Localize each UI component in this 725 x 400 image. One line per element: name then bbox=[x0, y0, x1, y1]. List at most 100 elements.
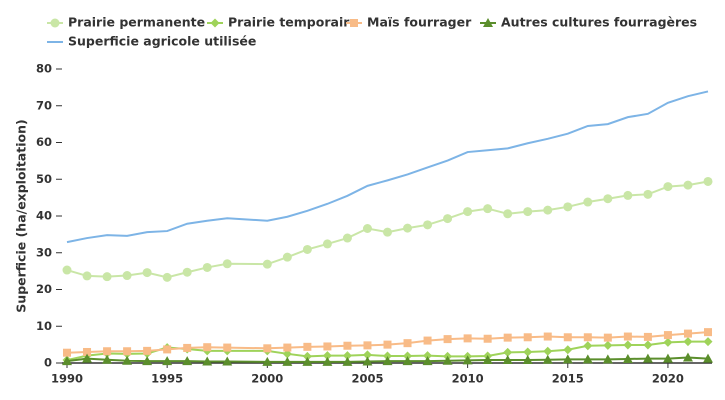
data-point bbox=[82, 271, 92, 281]
data-point bbox=[543, 205, 553, 215]
y-axis-label: Superficie (ha/exploitation) bbox=[14, 119, 29, 312]
data-point bbox=[403, 223, 413, 233]
legend-label: Autres cultures fourragères bbox=[501, 15, 697, 30]
x-tick-label: 2015 bbox=[552, 372, 584, 386]
data-point bbox=[443, 214, 453, 224]
data-point bbox=[322, 351, 332, 361]
data-point bbox=[322, 239, 332, 249]
data-point bbox=[622, 353, 633, 363]
data-point bbox=[102, 272, 112, 282]
data-point bbox=[623, 340, 633, 350]
series-line bbox=[66, 90, 709, 244]
data-point bbox=[542, 354, 553, 364]
data-point bbox=[583, 333, 592, 342]
data-point bbox=[583, 341, 593, 351]
legend-label: Prairie temporaire bbox=[228, 15, 358, 30]
data-point bbox=[503, 347, 513, 357]
data-point bbox=[342, 356, 353, 366]
data-point bbox=[302, 244, 312, 254]
data-point bbox=[522, 355, 533, 365]
data-point bbox=[63, 348, 71, 357]
data-point bbox=[162, 272, 172, 282]
data-point bbox=[643, 340, 653, 350]
y-tick-label: 30 bbox=[36, 245, 52, 259]
data-point bbox=[563, 345, 573, 355]
data-point bbox=[502, 355, 513, 365]
data-point bbox=[143, 346, 152, 355]
data-point bbox=[503, 209, 513, 219]
data-point bbox=[603, 194, 613, 204]
data-point bbox=[383, 340, 392, 349]
data-point bbox=[342, 351, 352, 361]
data-point bbox=[663, 182, 673, 192]
legend-marker bbox=[50, 18, 60, 28]
data-point bbox=[402, 356, 413, 366]
data-point bbox=[222, 259, 232, 269]
data-point bbox=[142, 268, 152, 278]
data-point bbox=[343, 341, 352, 350]
data-point bbox=[603, 340, 613, 350]
data-point bbox=[422, 356, 433, 366]
x-tick-label: 2000 bbox=[251, 372, 283, 386]
data-point bbox=[362, 356, 373, 366]
series-line bbox=[66, 356, 709, 363]
data-point bbox=[223, 343, 232, 352]
data-point bbox=[142, 356, 153, 366]
data-point bbox=[122, 355, 133, 365]
data-point bbox=[182, 356, 193, 366]
data-point bbox=[123, 347, 132, 356]
data-point bbox=[703, 353, 713, 363]
data-point bbox=[483, 204, 493, 214]
data-point bbox=[683, 180, 693, 190]
data-point bbox=[523, 333, 532, 342]
data-point bbox=[202, 356, 213, 366]
data-point bbox=[62, 265, 72, 275]
data-point bbox=[323, 342, 332, 351]
data-point bbox=[423, 351, 433, 361]
data-point bbox=[202, 262, 212, 272]
data-point bbox=[463, 334, 472, 343]
data-point bbox=[602, 354, 613, 364]
data-point bbox=[562, 354, 573, 364]
data-point bbox=[483, 334, 492, 343]
data-point bbox=[102, 354, 113, 364]
data-point bbox=[603, 333, 612, 342]
y-tick-label: 0 bbox=[44, 356, 52, 370]
data-point bbox=[523, 207, 533, 217]
data-point bbox=[563, 333, 572, 342]
data-point bbox=[203, 343, 212, 352]
data-point bbox=[362, 350, 372, 360]
data-point bbox=[62, 356, 72, 366]
data-point bbox=[122, 271, 132, 281]
data-point bbox=[442, 355, 453, 365]
data-point bbox=[423, 220, 433, 230]
x-tick-label: 1990 bbox=[51, 372, 83, 386]
data-point bbox=[582, 354, 593, 364]
data-point bbox=[663, 337, 673, 347]
data-point bbox=[382, 356, 393, 366]
data-point bbox=[182, 267, 192, 277]
legend-marker bbox=[350, 19, 358, 27]
data-point bbox=[163, 345, 172, 354]
data-point bbox=[183, 343, 192, 352]
x-tick-label: 2020 bbox=[652, 372, 684, 386]
legend-marker bbox=[210, 18, 220, 28]
data-point bbox=[643, 332, 652, 341]
data-point bbox=[383, 227, 392, 237]
data-point bbox=[362, 223, 372, 233]
data-point bbox=[682, 352, 693, 362]
data-point bbox=[103, 347, 112, 356]
data-point bbox=[403, 351, 413, 361]
data-point bbox=[503, 333, 512, 342]
data-point bbox=[363, 341, 372, 350]
data-point bbox=[662, 353, 673, 363]
data-point bbox=[162, 356, 173, 366]
data-point bbox=[543, 332, 552, 341]
legend-marker bbox=[483, 18, 493, 27]
y-tick-label: 50 bbox=[36, 172, 52, 186]
y-tick-label: 40 bbox=[36, 209, 52, 223]
y-tick-label: 70 bbox=[36, 98, 52, 112]
data-point bbox=[342, 233, 352, 243]
data-point bbox=[563, 202, 573, 212]
